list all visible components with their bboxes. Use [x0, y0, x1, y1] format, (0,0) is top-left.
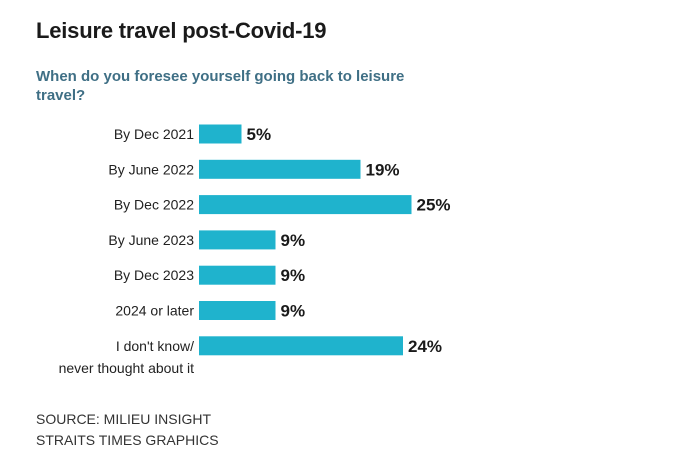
- bar: [199, 265, 276, 285]
- category-label: never thought about it: [59, 360, 195, 376]
- bar: [199, 230, 276, 250]
- category-label: By June 2023: [108, 232, 194, 248]
- value-label: 9%: [281, 266, 306, 285]
- category-label: I don't know/: [116, 338, 194, 354]
- value-label: 9%: [281, 302, 306, 321]
- bar: [199, 159, 361, 179]
- category-label: By June 2022: [108, 161, 194, 177]
- value-label: 25%: [417, 196, 451, 215]
- bar: [199, 336, 403, 356]
- credit-line: STRAITS TIMES GRAPHICS: [36, 432, 219, 448]
- value-label: 24%: [408, 337, 442, 356]
- value-label: 9%: [281, 231, 306, 250]
- chart-title: Leisure travel post-Covid-19: [36, 18, 327, 43]
- chart-subtitle: When do you foresee yourself going back …: [36, 68, 405, 104]
- bar-chart: 5% By Dec 2021 19% By June 2022 25% By Dec 20…: [59, 124, 451, 376]
- value-label: 19%: [366, 160, 400, 179]
- source-line: SOURCE: MILIEU INSIGHT: [36, 411, 212, 427]
- category-label: By Dec 2023: [114, 267, 194, 283]
- category-label: By Dec 2021: [114, 126, 194, 142]
- bar: [199, 124, 242, 144]
- category-label: By Dec 2022: [114, 197, 194, 213]
- value-label: 5%: [247, 125, 272, 144]
- source-credit: SOURCE: MILIEU INSIGHT STRAITS TIMES GRA…: [36, 409, 219, 451]
- bar: [199, 195, 412, 215]
- bar: [199, 301, 276, 320]
- category-label: 2024 or later: [115, 303, 194, 319]
